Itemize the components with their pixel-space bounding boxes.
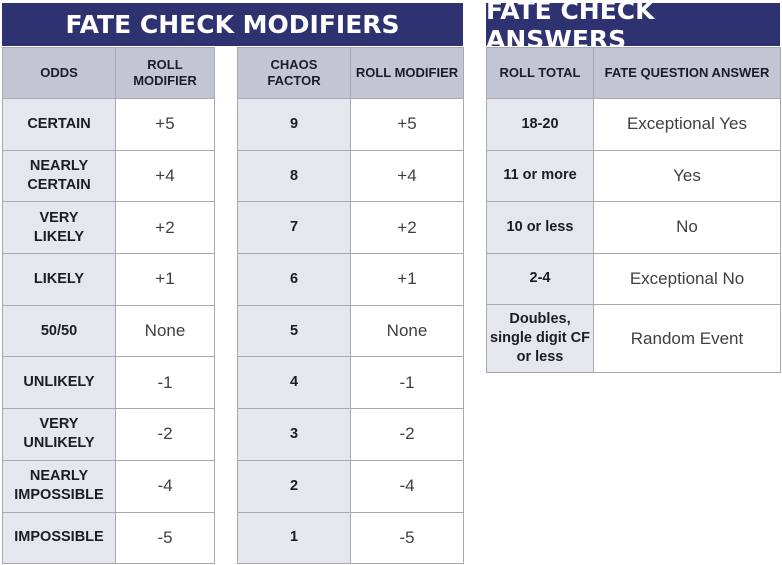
odds-label: UNLIKELY: [2, 356, 116, 410]
table-row: 1 -5: [237, 511, 464, 565]
roll-total-label: 10 or less: [486, 201, 594, 254]
table-row: LIKELY +1: [2, 253, 215, 306]
chaos-factor-label: 5: [237, 304, 351, 358]
chaos-factor-label: 6: [237, 253, 351, 306]
odds-header: ODDS: [2, 47, 116, 99]
odds-label: NEARLY IMPOSSIBLE: [2, 459, 116, 513]
table-row: 5 None: [237, 304, 464, 358]
table-row: 2 -4: [237, 459, 464, 513]
roll-modifier-value: +1: [115, 253, 215, 306]
chaos-factor-label: 7: [237, 201, 351, 255]
table-row: 11 or more Yes: [486, 149, 781, 202]
chaos-factor-label: 9: [237, 98, 351, 151]
roll-modifier-value: +2: [350, 201, 464, 255]
table-row: IMPOSSIBLE -5: [2, 511, 215, 565]
table-row: VERY UNLIKELY -2: [2, 408, 215, 461]
chaos-factor-table: CHAOS FACTOR ROLL MODIFIER 9 +5 8 +4 7 +…: [237, 47, 464, 565]
chaos-factor-label: 4: [237, 356, 351, 410]
odds-label: NEARLY CERTAIN: [2, 149, 116, 203]
fate-check-modifiers-title: FATE CHECK MODIFIERS: [2, 3, 463, 46]
odds-label: VERY LIKELY: [2, 201, 116, 255]
table-row: 6 +1: [237, 253, 464, 306]
roll-modifier-value: +5: [115, 98, 215, 151]
table-row: 18-20 Exceptional Yes: [486, 98, 781, 151]
roll-total-label: 11 or more: [486, 149, 594, 202]
roll-modifier-value: +2: [115, 201, 215, 255]
table-row: 2-4 Exceptional No: [486, 252, 781, 305]
odds-label: 50/50: [2, 304, 116, 358]
fate-question-answer-header: FATE QUESTION ANSWER: [593, 47, 781, 99]
roll-modifier-value: -5: [115, 511, 215, 565]
table-row: 9 +5: [237, 98, 464, 151]
roll-modifier-value: +4: [350, 149, 464, 203]
roll-modifier-value: -5: [350, 511, 464, 565]
roll-modifier-value: None: [350, 304, 464, 358]
roll-total-label: 2-4: [486, 252, 594, 305]
fate-check-answers-title: FATE CHECK ANSWERS: [486, 0, 780, 54]
roll-total-label: Doubles, single digit CF or less: [486, 304, 594, 373]
table-row: 7 +2: [237, 201, 464, 255]
fate-answer-value: Random Event: [593, 304, 781, 373]
odds-table: ODDS ROLL MODIFIER CERTAIN +5 NEARLY CER…: [2, 47, 215, 565]
chaos-factor-label: 3: [237, 408, 351, 461]
table-row: CERTAIN +5: [2, 98, 215, 151]
roll-modifier-header: ROLL MODIFIER: [350, 47, 464, 99]
roll-modifier-value: -4: [350, 459, 464, 513]
table-row: 8 +4: [237, 149, 464, 203]
table-row: 3 -2: [237, 408, 464, 461]
table-row: NEARLY IMPOSSIBLE -4: [2, 459, 215, 513]
roll-modifier-value: -2: [350, 408, 464, 461]
roll-modifier-header: ROLL MODIFIER: [115, 47, 215, 99]
fate-answer-value: Exceptional Yes: [593, 98, 781, 151]
table-row: NEARLY CERTAIN +4: [2, 149, 215, 203]
table-row: 4 -1: [237, 356, 464, 410]
table-row: 50/50 None: [2, 304, 215, 358]
odds-label: VERY UNLIKELY: [2, 408, 116, 461]
roll-modifier-value: -1: [350, 356, 464, 410]
roll-modifier-value: -2: [115, 408, 215, 461]
chaos-factor-label: 1: [237, 511, 351, 565]
fate-answer-value: No: [593, 201, 781, 254]
fate-answer-value: Yes: [593, 149, 781, 202]
fate-answers-table: ROLL TOTAL FATE QUESTION ANSWER 18-20 Ex…: [486, 47, 781, 373]
roll-modifier-value: +4: [115, 149, 215, 203]
roll-modifier-value: +5: [350, 98, 464, 151]
roll-total-label: 18-20: [486, 98, 594, 151]
chaos-factor-label: 8: [237, 149, 351, 203]
odds-label: CERTAIN: [2, 98, 116, 151]
table-row: Doubles, single digit CF or less Random …: [486, 304, 781, 373]
table-row: UNLIKELY -1: [2, 356, 215, 410]
roll-total-header: ROLL TOTAL: [486, 47, 594, 99]
table-row: VERY LIKELY +2: [2, 201, 215, 255]
table-row: 10 or less No: [486, 201, 781, 254]
fate-answer-value: Exceptional No: [593, 252, 781, 305]
odds-label: LIKELY: [2, 253, 116, 306]
odds-label: IMPOSSIBLE: [2, 511, 116, 565]
roll-modifier-value: None: [115, 304, 215, 358]
roll-modifier-value: -4: [115, 459, 215, 513]
chaos-factor-header: CHAOS FACTOR: [237, 47, 351, 99]
roll-modifier-value: -1: [115, 356, 215, 410]
roll-modifier-value: +1: [350, 253, 464, 306]
chaos-factor-label: 2: [237, 459, 351, 513]
